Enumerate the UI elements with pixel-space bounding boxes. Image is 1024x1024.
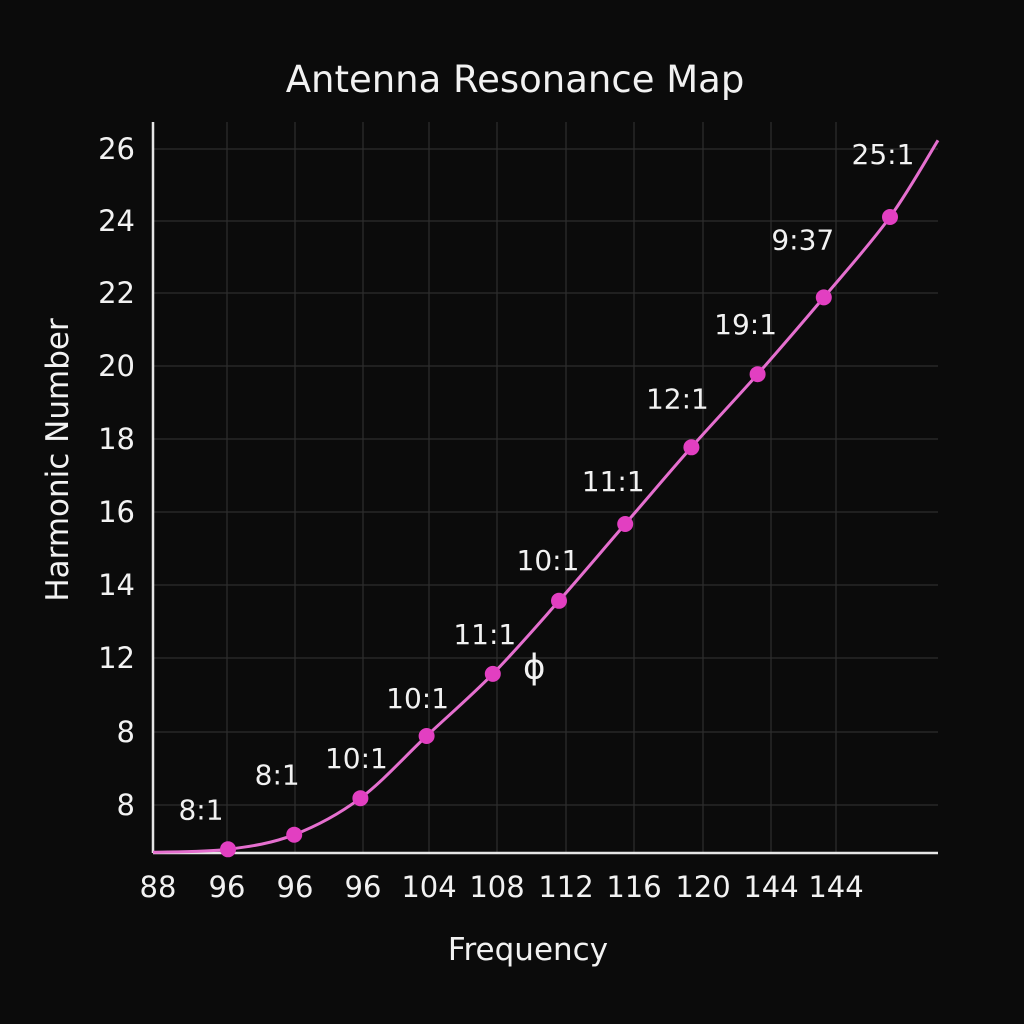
x-tick-label: 104	[401, 870, 456, 904]
data-label: 8:1	[178, 793, 223, 826]
data-label: 10:1	[325, 742, 388, 775]
data-point	[683, 439, 700, 456]
x-tick-label: 144	[808, 870, 863, 904]
y-tick-label: 16	[98, 495, 135, 529]
y-tick-label: 20	[98, 349, 135, 383]
data-label: 11:1	[453, 618, 516, 651]
x-tick-label: 88	[140, 870, 177, 904]
data-point	[749, 366, 766, 383]
data-label: 10:1	[386, 682, 449, 715]
data-point	[551, 592, 567, 609]
x-tick-label: 112	[538, 870, 593, 904]
y-tick-label: 8	[117, 788, 135, 822]
data-point	[617, 516, 634, 532]
y-tick-label: 12	[98, 641, 135, 675]
x-tick-label: 96	[209, 870, 246, 904]
data-label: 25:1	[852, 138, 915, 171]
data-point	[352, 790, 369, 807]
y-tick-labels: 8 8 12 14 16 18 20 22 24 26	[98, 132, 135, 822]
data-label: 8:1	[255, 759, 300, 792]
x-tick-label: 108	[469, 870, 524, 904]
grid	[153, 122, 938, 853]
plot-area: 8:18:1 10:110:111:110:111:112:119:19:3725…	[152, 138, 940, 858]
data-point	[220, 841, 236, 858]
y-tick-label: 22	[98, 276, 135, 310]
data-label: 9:37	[771, 223, 834, 256]
x-tick-label: 96	[277, 870, 314, 904]
chart-title: Antenna Resonance Map	[286, 58, 745, 101]
x-tick-label: 116	[606, 870, 661, 904]
data-point	[882, 209, 898, 225]
y-tick-label: 24	[98, 204, 135, 238]
x-tick-label: 120	[675, 870, 730, 904]
data-point	[286, 826, 303, 843]
x-tick-label: 96	[345, 870, 382, 904]
data-point	[815, 289, 832, 306]
x-tick-labels: 88 96 96 96 104 108 112 116 120 144 144	[140, 870, 864, 904]
y-tick-label: 26	[98, 132, 135, 166]
data-label: 11:1	[582, 465, 645, 498]
data-point	[484, 665, 501, 682]
y-tick-label: 8	[117, 715, 135, 749]
axes	[151, 122, 938, 855]
data-label: 10:1	[517, 544, 580, 577]
data-point	[418, 728, 435, 744]
x-tick-label: 144	[743, 870, 798, 904]
y-tick-label: 18	[98, 422, 135, 456]
data-label: 19:1	[714, 308, 777, 341]
annotation-phi: ϕ	[523, 648, 545, 688]
y-tick-label: 14	[98, 568, 135, 602]
x-axis-label: Frequency	[448, 932, 608, 968]
y-axis-label: Harmonic Number	[40, 318, 76, 602]
data-label: 12:1	[646, 382, 709, 415]
